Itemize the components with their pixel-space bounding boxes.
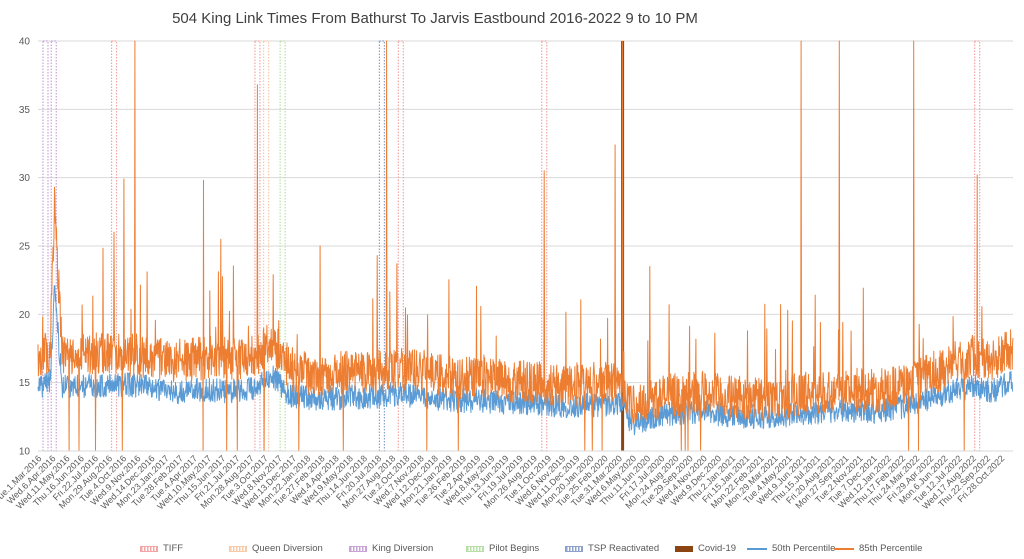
x-axis-ticks: Tue.1.Mar.2016Wed.6.Apr.2016Wed.11.May.2… xyxy=(0,453,1006,511)
series-line-85th-percentile xyxy=(37,40,1014,452)
legend-hatch-swatch xyxy=(565,545,583,552)
legend: TIFF Queen Diversion King Diversion Pilot B… xyxy=(0,543,1024,557)
legend-item: Queen Diversion xyxy=(229,543,323,554)
y-tick-label: 10 xyxy=(19,447,31,458)
legend-hatch-swatch xyxy=(466,545,484,552)
chart-title: 504 King Link Times From Bathurst To Jar… xyxy=(172,10,698,27)
legend-item: 85th Percentile xyxy=(834,543,922,554)
legend-hatch-swatch xyxy=(140,545,158,552)
legend-label: TSP Reactivated xyxy=(588,543,660,554)
y-axis-ticks: 10 15 20 25 30 35 40 xyxy=(19,37,31,458)
legend-label: TIFF xyxy=(163,543,184,554)
legend-label: Covid-19 xyxy=(698,543,737,554)
y-tick-label: 25 xyxy=(19,242,31,253)
legend-item: TIFF xyxy=(140,543,183,554)
gridlines xyxy=(38,40,1013,384)
y-tick-label: 30 xyxy=(19,173,31,184)
legend-label: Queen Diversion xyxy=(252,543,323,554)
legend-hatch-swatch xyxy=(349,545,367,552)
legend-label: King Diversion xyxy=(372,543,434,554)
y-tick-label: 20 xyxy=(19,310,31,321)
y-tick-label: 15 xyxy=(19,378,31,389)
legend-label: 85th Percentile xyxy=(859,543,923,554)
legend-line-swatch xyxy=(834,547,854,550)
legend-item: Covid-19 xyxy=(675,543,736,554)
legend-line-swatch xyxy=(747,547,767,550)
y-tick-label: 35 xyxy=(19,105,31,116)
legend-item: Pilot Begins xyxy=(466,543,539,554)
y-tick-label: 40 xyxy=(19,37,31,48)
legend-item: TSP Reactivated xyxy=(565,543,659,554)
legend-item: King Diversion xyxy=(349,543,433,554)
legend-hatch-swatch xyxy=(229,545,247,552)
legend-item: 50th Percentile xyxy=(747,543,835,554)
legend-label: 50th Percentile xyxy=(772,543,836,554)
legend-label: Pilot Begins xyxy=(489,543,540,554)
legend-solid-swatch xyxy=(675,545,693,552)
series-lines xyxy=(37,40,1014,452)
